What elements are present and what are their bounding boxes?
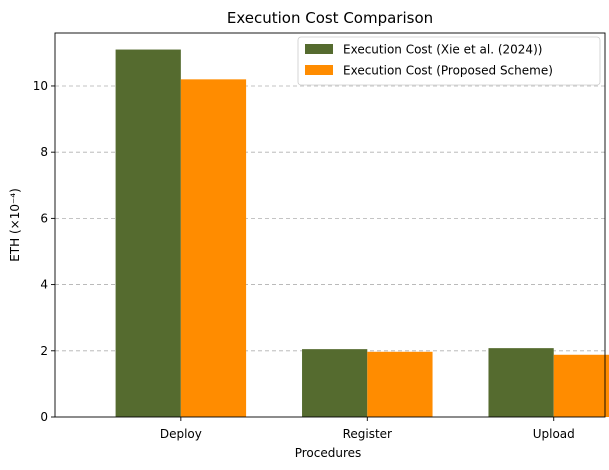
bars — [115, 49, 609, 418]
legend-entry-label: Execution Cost (Proposed Scheme) — [343, 64, 553, 78]
legend-swatch — [305, 44, 333, 54]
x-tick-label: Register — [343, 427, 392, 441]
y-tick-label: 6 — [40, 211, 48, 225]
y-tick-label: 10 — [33, 79, 48, 93]
y-tick-label: 0 — [40, 410, 48, 424]
bar-register-series-1 — [302, 349, 368, 417]
y-tick-label: 8 — [40, 145, 48, 159]
y-axis-ticks: 0 2 4 6 8 10 — [33, 79, 55, 424]
bar-upload-series-2 — [553, 354, 609, 417]
x-tick-label: Deploy — [160, 427, 202, 441]
y-axis-label: ETH (×10⁻⁴) — [8, 188, 22, 262]
axes — [54, 32, 606, 418]
x-axis-label: Procedures — [295, 446, 362, 460]
legend-entry-label: Execution Cost (Xie et al. (2024)) — [343, 43, 542, 57]
y-tick-label: 4 — [40, 278, 48, 292]
chart-title: Execution Cost Comparison — [227, 9, 433, 27]
x-axis-ticks: Deploy Register Upload — [160, 417, 575, 441]
x-tick-label: Upload — [533, 427, 575, 441]
y-tick-label: 2 — [40, 344, 48, 358]
bar-deploy-series-2 — [180, 79, 247, 418]
legend-swatch — [305, 65, 333, 75]
legend-frame — [297, 36, 601, 86]
plot-frame — [54, 32, 606, 418]
legend: Execution Cost (Xie et al. (2024)) Execut… — [297, 36, 601, 86]
bar-upload-series-1 — [488, 348, 554, 417]
bar-deploy-series-1 — [115, 49, 181, 417]
bar-register-series-2 — [367, 351, 433, 417]
